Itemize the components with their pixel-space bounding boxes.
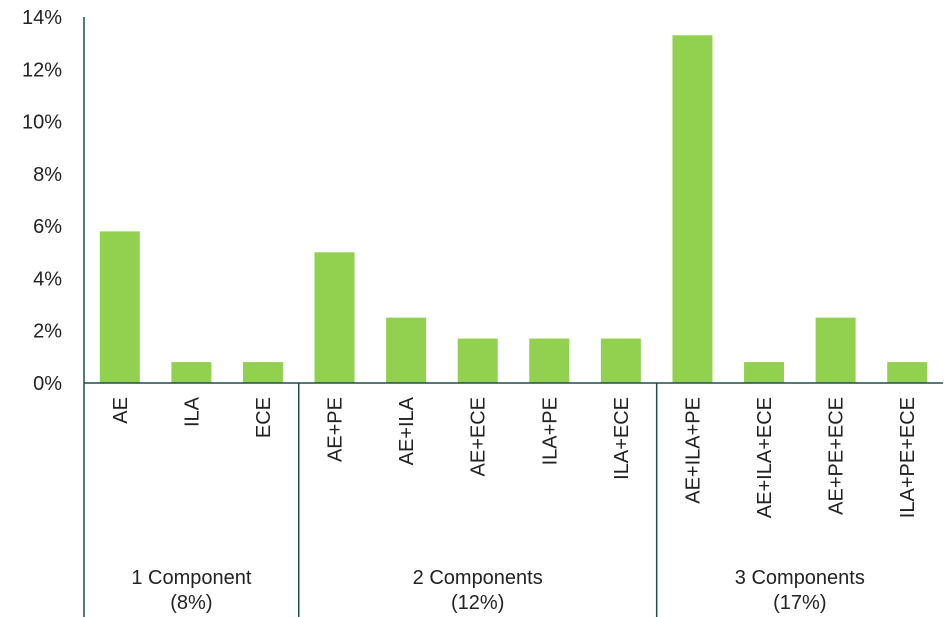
x-tick-label: ILA+PE (539, 397, 561, 465)
bar (386, 317, 427, 383)
y-tick-label: 8% (33, 164, 62, 186)
x-tick-label: AE+ILA+PE (682, 397, 704, 504)
bar (744, 362, 785, 383)
bar (242, 362, 283, 383)
x-tick-label: AE+ILA+ECE (754, 397, 776, 518)
x-tick-label: ECE (253, 397, 275, 438)
group-label-line2: (8%) (170, 592, 212, 614)
bar (314, 252, 355, 383)
group-label-line1: 2 Components (413, 567, 543, 589)
group-label-line2: (12%) (451, 592, 504, 614)
x-tick-label: AE+PE+ECE (826, 397, 848, 515)
bar (99, 231, 140, 383)
y-tick-label: 12% (22, 59, 62, 81)
x-tick-label: AE+ECE (468, 397, 490, 476)
y-tick-label: 4% (33, 268, 62, 290)
group-label-line2: (17%) (773, 592, 826, 614)
y-tick-label: 14% (22, 7, 62, 29)
bar (171, 362, 212, 383)
x-tick-label: ILA+PE+ECE (897, 397, 919, 518)
bar (529, 338, 570, 383)
group-labels: 1 Component (8%) 2 Components (12%) 3 Compon… (131, 567, 865, 614)
x-tick-label: ILA+ECE (611, 397, 633, 480)
bar (600, 338, 641, 383)
y-tick-label: 2% (33, 321, 62, 343)
bar (672, 35, 713, 384)
x-axis-tick-labels: AE ILA ECE AE+PE AE+ILA AE+ECE ILA+PE ILA+ECE AE… (110, 396, 919, 518)
x-tick-label: ILA (181, 396, 203, 427)
group-label-line1: 1 Component (131, 567, 252, 589)
bar (815, 317, 856, 383)
x-tick-label: AE+ILA (396, 396, 418, 465)
y-tick-label: 0% (33, 373, 62, 395)
group-label-line1: 3 Components (735, 567, 865, 589)
bars (99, 35, 928, 384)
y-tick-label: 10% (22, 112, 62, 134)
bar (457, 338, 498, 383)
bar (887, 362, 928, 383)
x-tick-label: AE (110, 397, 132, 424)
x-tick-label: AE+PE (325, 397, 347, 462)
axes (83, 17, 943, 617)
y-tick-label: 6% (33, 216, 62, 238)
y-axis-tick-labels: 0% 2% 4% 6% 8% 10% 12% 14% (22, 7, 62, 395)
